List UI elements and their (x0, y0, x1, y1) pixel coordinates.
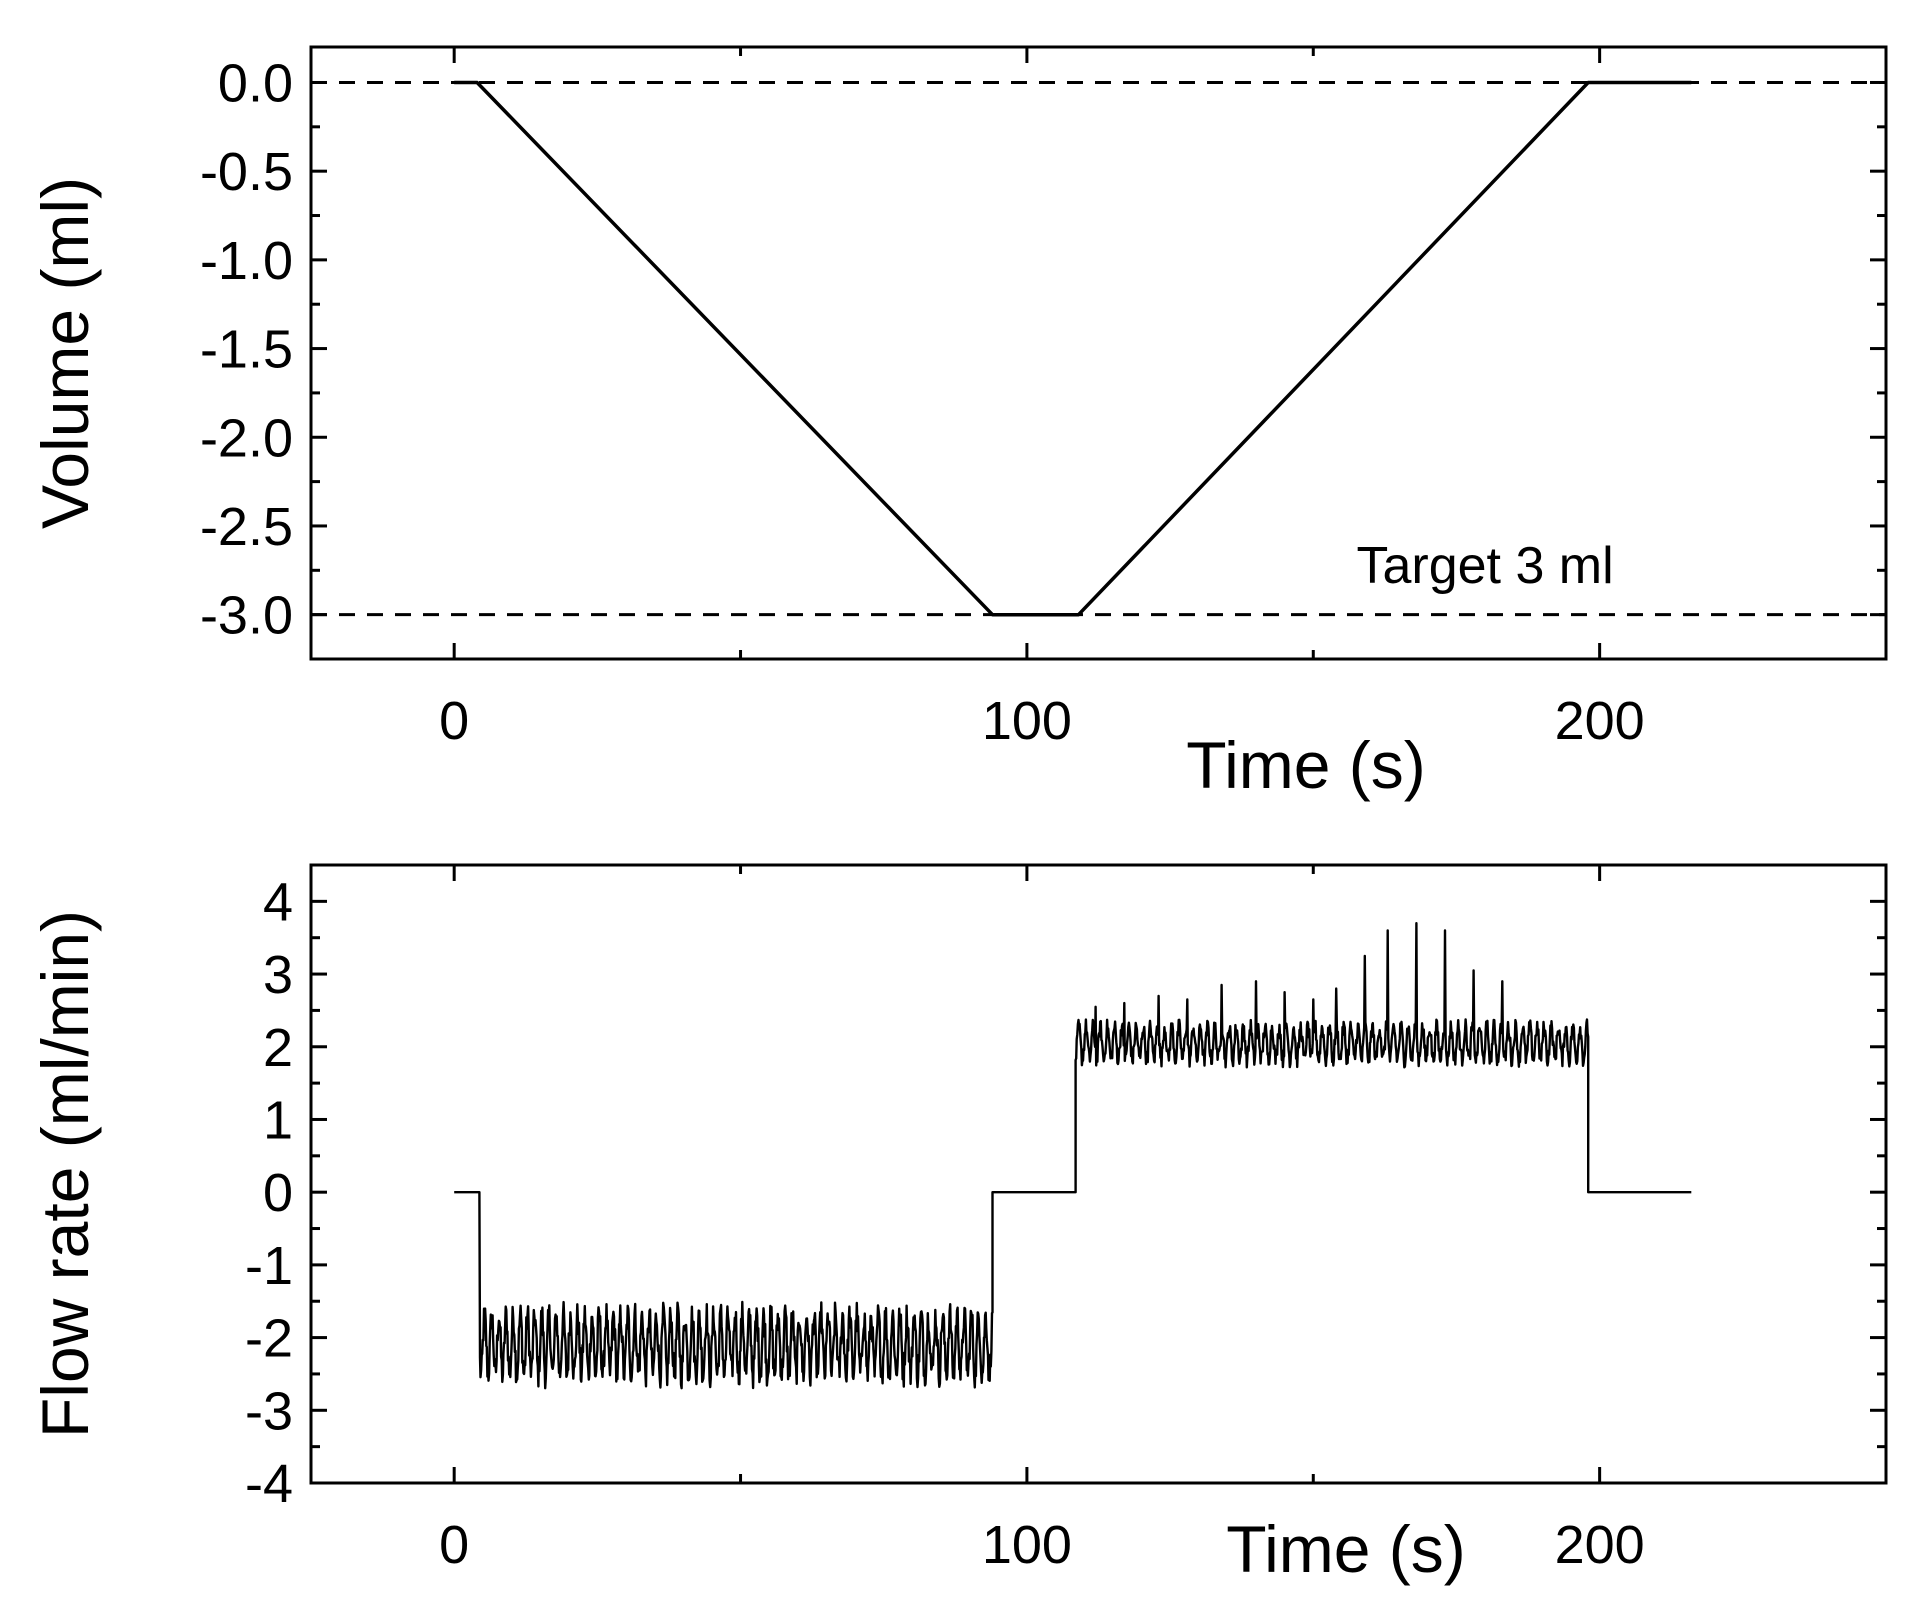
flow-y-axis-label: Flow rate (ml/min) (28, 910, 102, 1438)
target-annotation: Target 3 ml (1356, 537, 1613, 595)
volume-ytick-label: -3.0 (200, 586, 293, 646)
flow-plot-frame (309, 863, 1888, 1485)
volume-ytick-label: -1.0 (200, 231, 293, 291)
volume-xtick-label: 0 (439, 691, 469, 751)
flow-x-tick-labels: 0 100 200 (439, 1515, 1645, 1575)
flow-ytick-label: -2 (245, 1309, 293, 1369)
flow-ytick-label: 2 (263, 1018, 293, 1078)
flow-panel: 4 3 2 1 0 -1 -2 -3 -4 0 100 200 Time (s) Flow rate… (28, 863, 1888, 1586)
flow-xtick-label: 200 (1555, 1515, 1645, 1575)
flow-ytick-label: 0 (263, 1163, 293, 1223)
flow-ytick-label: 4 (263, 872, 293, 932)
flow-ytick-label: -1 (245, 1236, 293, 1296)
flow-ticks (311, 865, 1888, 1485)
volume-x-tick-labels: 0 100 200 (439, 691, 1645, 751)
volume-line (454, 80, 1692, 617)
volume-ytick-label: 0.0 (218, 53, 293, 113)
volume-xtick-label: 200 (1555, 691, 1645, 751)
flow-xtick-label: 0 (439, 1515, 469, 1575)
volume-xtick-label: 100 (982, 691, 1072, 751)
flow-ytick-label: 1 (263, 1090, 293, 1150)
flow-x-axis-label: Time (s) (1226, 1512, 1466, 1586)
volume-panel: 0.0 -0.5 -1.0 -1.5 -2.0 -2.5 -3.0 0 100 200 Targ… (28, 45, 1888, 802)
flow-ytick-label: -3 (245, 1381, 293, 1441)
flow-ytick-label: 3 (263, 945, 293, 1005)
volume-ytick-label: -1.5 (200, 320, 293, 380)
volume-y-axis-label: Volume (ml) (28, 177, 102, 529)
volume-y-tick-labels: 0.0 -0.5 -1.0 -1.5 -2.0 -2.5 -3.0 (200, 53, 293, 645)
flow-rate-line (453, 922, 1692, 1390)
flow-xtick-label: 100 (982, 1515, 1072, 1575)
volume-x-axis-label: Time (s) (1186, 728, 1426, 802)
flow-ytick-label: -4 (245, 1454, 293, 1514)
volume-series (454, 80, 1692, 617)
volume-ytick-label: -2.0 (200, 408, 293, 468)
volume-ytick-label: -0.5 (200, 142, 293, 202)
volume-plot-frame (309, 45, 1888, 661)
volume-reference-lines (311, 80, 1886, 617)
volume-ticks (311, 47, 1888, 659)
flow-y-tick-labels: 4 3 2 1 0 -1 -2 -3 -4 (245, 872, 293, 1514)
volume-ytick-label: -2.5 (200, 497, 293, 557)
flow-series (453, 922, 1692, 1390)
